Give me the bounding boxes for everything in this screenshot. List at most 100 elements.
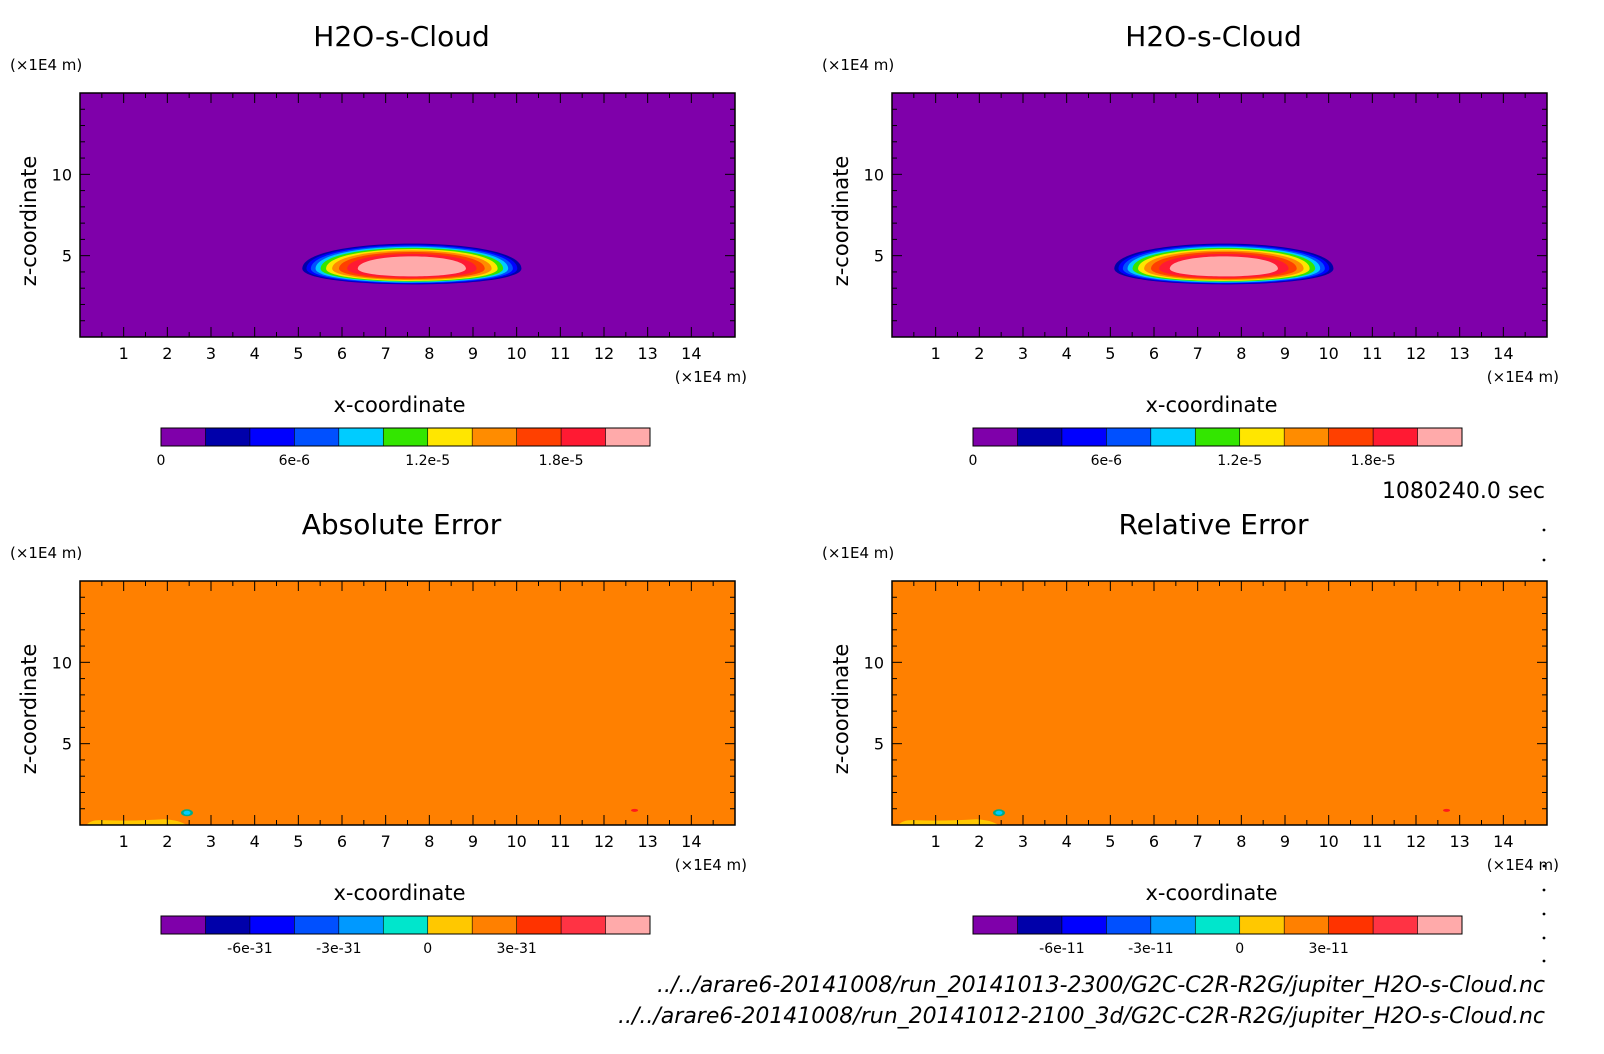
colorbar-tick-label: 1.8e-5 bbox=[1351, 453, 1396, 469]
x-tick-label: 13 bbox=[1449, 344, 1469, 363]
colorbar-swatch bbox=[383, 916, 429, 934]
field-layer bbox=[898, 808, 1451, 825]
x-tick-label: 12 bbox=[1406, 344, 1426, 363]
y-unit-label: (×1E4 m) bbox=[822, 544, 894, 562]
x-tick-label: 5 bbox=[1105, 832, 1115, 851]
chart-panel: H2O-s-Cloud(×1E4 m)1 2 3 4 5 6 7 8 9 10 11 12 13 1451… bbox=[822, 20, 1559, 469]
y-tick-label: 10 bbox=[864, 653, 884, 672]
contour-level-10 bbox=[1169, 256, 1278, 277]
error-band bbox=[86, 819, 187, 825]
colorbar-swatch bbox=[1106, 428, 1152, 446]
plot-background bbox=[80, 581, 735, 825]
x-tick-label: 3 bbox=[206, 832, 216, 851]
colorbar-tick-label: 1.2e-5 bbox=[1217, 453, 1262, 469]
colorbar-swatch bbox=[161, 916, 206, 934]
colorbar-swatch bbox=[383, 428, 429, 446]
x-tick-label: 6 bbox=[337, 344, 347, 363]
x-unit-label: (×1E4 m) bbox=[675, 368, 747, 386]
margin-dot bbox=[1542, 912, 1546, 916]
colorbar-swatch bbox=[427, 428, 473, 446]
x-tick-label: 7 bbox=[381, 344, 391, 363]
x-tick-label: 2 bbox=[974, 832, 984, 851]
colorbar-swatch bbox=[1150, 916, 1196, 934]
y-axis-label: z-coordinate bbox=[17, 644, 41, 775]
x-tick-label: 4 bbox=[1062, 832, 1072, 851]
x-tick-label: 6 bbox=[1149, 832, 1159, 851]
y-tick-label: 10 bbox=[864, 165, 884, 184]
plot-background bbox=[892, 581, 1547, 825]
x-tick-label: 1 bbox=[931, 832, 941, 851]
colorbar-tick-label: -3e-31 bbox=[316, 941, 361, 957]
y-tick-label: 5 bbox=[62, 735, 72, 754]
colorbar-swatch bbox=[205, 428, 251, 446]
x-tick-label: 14 bbox=[1493, 832, 1513, 851]
colorbar-swatch bbox=[605, 428, 651, 446]
colorbar-swatch bbox=[561, 916, 607, 934]
y-axis-label: z-coordinate bbox=[829, 644, 853, 775]
x-tick-label: 9 bbox=[1280, 344, 1290, 363]
x-tick-label: 3 bbox=[1018, 832, 1028, 851]
x-tick-label: 14 bbox=[681, 832, 701, 851]
x-tick-label: 12 bbox=[594, 344, 614, 363]
x-tick-label: 5 bbox=[293, 832, 303, 851]
colorbar-tick-label: 0 bbox=[157, 453, 166, 469]
colorbar: -6e-31 -3e-31 0 3e-31 bbox=[160, 915, 651, 957]
margin-dot bbox=[1542, 558, 1546, 562]
y-axis-label: z-coordinate bbox=[17, 156, 41, 287]
colorbar-swatch bbox=[561, 428, 607, 446]
colorbar-swatch bbox=[1328, 428, 1374, 446]
error-spot-inner bbox=[995, 810, 1003, 815]
x-tick-label: 6 bbox=[337, 832, 347, 851]
x-tick-label: 3 bbox=[1018, 344, 1028, 363]
colorbar: -6e-11 -3e-11 0 3e-11 bbox=[972, 915, 1463, 957]
file-label-1: ../../arare6-20141008/run_20141013-2300/… bbox=[657, 973, 1545, 998]
colorbar-swatch bbox=[1017, 916, 1063, 934]
y-unit-label: (×1E4 m) bbox=[822, 56, 894, 74]
colorbar-swatch bbox=[338, 916, 384, 934]
x-tick-label: 14 bbox=[681, 344, 701, 363]
x-tick-label: 1 bbox=[119, 832, 129, 851]
margin-dot bbox=[1542, 528, 1546, 532]
x-tick-label: 3 bbox=[206, 344, 216, 363]
x-tick-label: 4 bbox=[1062, 344, 1072, 363]
margin-dot bbox=[1542, 888, 1546, 892]
colorbar-swatch bbox=[516, 916, 562, 934]
colorbar-swatch bbox=[249, 916, 295, 934]
colorbar-swatch bbox=[1106, 916, 1152, 934]
error-spot-inner bbox=[183, 810, 191, 815]
field-layer bbox=[86, 808, 639, 825]
x-tick-label: 6 bbox=[1149, 344, 1159, 363]
y-unit-label: (×1E4 m) bbox=[10, 544, 82, 562]
x-tick-label: 5 bbox=[293, 344, 303, 363]
x-tick-label: 12 bbox=[1406, 832, 1426, 851]
colorbar-tick-label: 0 bbox=[969, 453, 978, 469]
x-unit-label: (×1E4 m) bbox=[1487, 856, 1559, 874]
x-tick-label: 11 bbox=[550, 832, 570, 851]
colorbar-swatch bbox=[1417, 428, 1463, 446]
colorbar-tick-label: 0 bbox=[423, 941, 432, 957]
colorbar-tick-label: 1.2e-5 bbox=[405, 453, 450, 469]
y-unit-label: (×1E4 m) bbox=[10, 56, 82, 74]
x-tick-label: 12 bbox=[594, 832, 614, 851]
contour-level-10 bbox=[357, 256, 466, 277]
margin-dot bbox=[1542, 864, 1546, 868]
error-spot-red bbox=[631, 808, 639, 812]
x-tick-label: 8 bbox=[424, 344, 434, 363]
x-unit-label: (×1E4 m) bbox=[675, 856, 747, 874]
x-tick-label: 14 bbox=[1493, 344, 1513, 363]
x-tick-label: 8 bbox=[1236, 344, 1246, 363]
x-tick-label: 9 bbox=[468, 344, 478, 363]
x-axis-label: x-coordinate bbox=[333, 881, 465, 905]
y-tick-label: 5 bbox=[62, 247, 72, 266]
colorbar-swatch bbox=[1328, 916, 1374, 934]
colorbar-swatch bbox=[472, 916, 518, 934]
x-tick-label: 7 bbox=[1193, 344, 1203, 363]
colorbar-swatch bbox=[973, 428, 1018, 446]
y-tick-label: 10 bbox=[52, 165, 72, 184]
x-tick-label: 8 bbox=[1236, 832, 1246, 851]
x-axis-label: x-coordinate bbox=[1145, 881, 1277, 905]
colorbar-frame bbox=[972, 915, 1463, 935]
x-tick-label: 2 bbox=[162, 344, 172, 363]
colorbar-swatch bbox=[427, 916, 473, 934]
